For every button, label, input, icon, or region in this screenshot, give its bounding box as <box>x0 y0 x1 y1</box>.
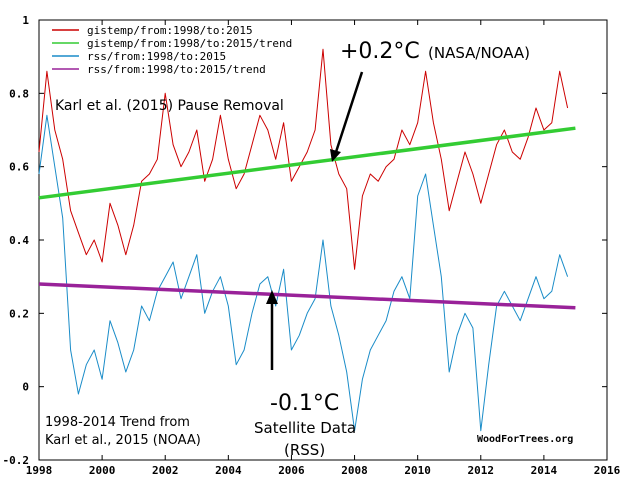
y-axis: -0.2 0 0.2 0.4 0.6 0.8 1 <box>3 14 607 467</box>
y-tick-label: 0.6 <box>9 161 29 174</box>
y-tick-label: 1 <box>22 14 29 27</box>
nasa-label-annotation: (NASA/NOAA) <box>428 44 530 62</box>
nasa-arrow-line <box>334 71 364 153</box>
x-tick-label: 2000 <box>89 464 116 477</box>
legend-label: gistemp/from:1998/to:2015 <box>87 24 253 37</box>
rss-arrow-head <box>266 290 278 304</box>
x-tick-label: 2012 <box>468 464 495 477</box>
series-line-0 <box>38 48 569 270</box>
y-tick-label: 0 <box>22 381 29 394</box>
x-tick-label: 2014 <box>531 464 558 477</box>
series-line-2 <box>38 114 569 432</box>
karl-title-annotation: Karl et al. (2015) Pause Removal <box>55 98 284 114</box>
rss-label-line2: (RSS) <box>284 441 325 459</box>
nasa-arrow-head <box>330 149 341 162</box>
trend-note-line1: 1998-2014 Trend from <box>45 415 190 430</box>
y-tick-label: -0.2 <box>3 454 30 467</box>
x-tick-label: 2004 <box>215 464 242 477</box>
x-tick-label: 1998 <box>26 464 53 477</box>
y-tick-label: 0.8 <box>9 87 29 100</box>
x-tick-label: 2008 <box>341 464 368 477</box>
x-tick-label: 2002 <box>152 464 179 477</box>
series-layer <box>38 48 576 432</box>
trend-note-line2: Karl et al., 2015 (NOAA) <box>45 433 201 448</box>
watermark: WoodForTrees.org <box>477 434 573 445</box>
legend: gistemp/from:1998/to:2015gistemp/from:19… <box>52 24 292 76</box>
series-line-1 <box>38 126 576 200</box>
rss-value-annotation: -0.1°C <box>270 391 339 416</box>
x-tick-label: 2006 <box>278 464 305 477</box>
y-tick-label: 0.4 <box>9 234 29 247</box>
y-tick-label: 0.2 <box>9 307 29 320</box>
rss-label-line1: Satellite Data <box>254 419 356 437</box>
x-axis: 1998 2000 2002 2004 2006 2008 2010 2012 2014 2016 <box>26 20 621 477</box>
x-tick-label: 2016 <box>594 464 621 477</box>
legend-label: rss/from:1998/to:2015 <box>87 50 226 63</box>
legend-label: gistemp/from:1998/to:2015/trend <box>87 37 292 50</box>
legend-label: rss/from:1998/to:2015/trend <box>87 63 266 76</box>
nasa-value-annotation: +0.2°C <box>340 39 420 64</box>
x-tick-label: 2010 <box>404 464 431 477</box>
series-line-3 <box>38 282 576 310</box>
